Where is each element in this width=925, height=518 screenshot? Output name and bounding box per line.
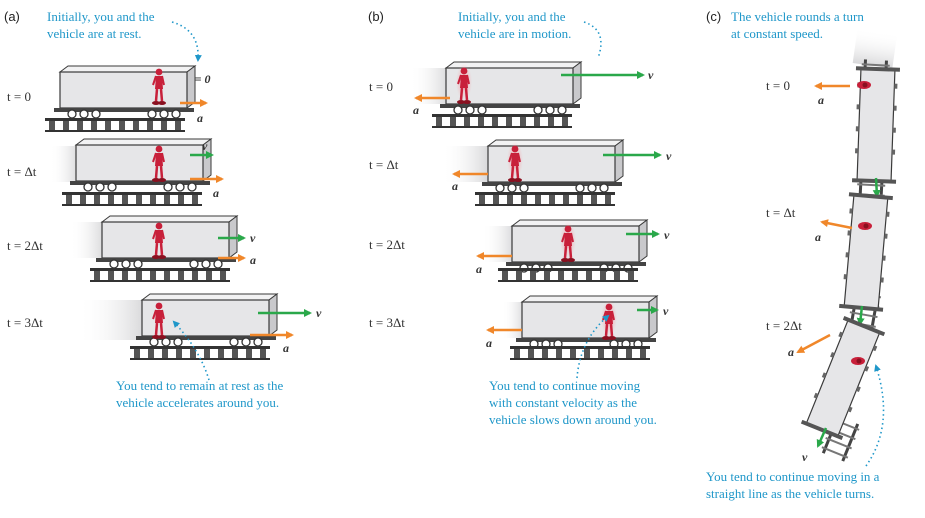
vehicle-top xyxy=(800,315,886,441)
note-line: vehicle are in motion. xyxy=(458,26,571,41)
panel-c-note-top: The vehicle rounds a turn at constant sp… xyxy=(731,9,867,41)
vehicle-top xyxy=(838,191,894,313)
note-line: at constant speed. xyxy=(731,26,823,41)
panel-a-note-bottom: You tend to remain at rest as the vehicl… xyxy=(116,378,287,410)
callout-pointer xyxy=(172,320,210,381)
velocity-arrow xyxy=(872,177,881,198)
motion-blur xyxy=(852,27,898,69)
note-line: vehicle slows down around you. xyxy=(489,412,657,427)
velocity-label: v⃗ xyxy=(250,231,265,245)
time-label: t = 3Δt xyxy=(369,315,405,330)
panel-a-note-top: Initially, you and the vehicle are at re… xyxy=(47,9,158,41)
vehicle-side xyxy=(95,215,238,269)
note-line: The vehicle rounds a turn xyxy=(731,9,864,24)
person-top xyxy=(851,357,865,365)
motion-blur xyxy=(78,300,144,340)
note-line: Initially, you and the xyxy=(458,9,566,24)
velocity-label: v⃗ xyxy=(666,149,681,163)
panel-b: (b) Initially, you and the vehicle are i… xyxy=(368,9,681,427)
time-label: t = 2Δt xyxy=(369,237,405,252)
note-line: with constant velocity as the xyxy=(489,395,637,410)
acceleration-label: a⃗ xyxy=(452,179,467,193)
acceleration-label: a⃗ xyxy=(250,253,265,267)
track xyxy=(475,192,615,206)
track xyxy=(498,268,638,282)
acceleration-label: a⃗ xyxy=(283,341,298,355)
vehicle-side xyxy=(505,219,648,273)
acceleration-arrow xyxy=(796,333,831,354)
acceleration-label: a⃗ xyxy=(476,262,491,276)
time-label: t = 2Δt xyxy=(766,318,802,333)
velocity-label: v⃗ xyxy=(316,306,331,320)
track xyxy=(90,268,230,282)
callout-pointer xyxy=(865,364,885,467)
track xyxy=(432,114,572,128)
callout-pointer xyxy=(583,21,602,59)
panel-a-label: (a) xyxy=(4,9,20,24)
note-line: vehicle accelerates around you. xyxy=(116,395,279,410)
panel-b-note-bottom: You tend to continue moving with constan… xyxy=(489,378,657,427)
time-label: t = Δt xyxy=(369,157,399,172)
acceleration-label: a⃗ xyxy=(818,93,833,107)
panel-c-note-bottom: You tend to continue moving in a straigh… xyxy=(706,469,883,501)
vehicle-side xyxy=(481,139,624,193)
time-label: t = Δt xyxy=(7,164,37,179)
time-label: t = Δt xyxy=(766,205,796,220)
callout-pointer xyxy=(576,314,610,379)
velocity-label: v⃗ xyxy=(802,450,817,464)
time-label: t = 0 xyxy=(7,89,31,104)
note-line: vehicle are at rest. xyxy=(47,26,142,41)
panel-a: (a) Initially, you and the vehicle are a… xyxy=(4,9,331,410)
note-line: You tend to remain at rest as the xyxy=(116,378,284,393)
acceleration-label: a⃗ xyxy=(197,111,212,125)
motion-blur xyxy=(70,222,104,258)
vehicle-side xyxy=(515,295,658,349)
time-label: t = 0 xyxy=(766,78,790,93)
track xyxy=(510,346,650,360)
track xyxy=(45,118,185,132)
velocity-arrow xyxy=(816,427,828,448)
acceleration-arrow xyxy=(820,219,853,230)
note-line: straight line as the vehicle turns. xyxy=(706,486,874,501)
note-line: You tend to continue moving xyxy=(489,378,641,393)
vehicle-side xyxy=(53,65,196,119)
velocity-label: v⃗ xyxy=(202,139,217,153)
acceleration-label: a⃗ xyxy=(486,336,501,350)
motion-blur xyxy=(50,146,78,182)
note-line: You tend to continue moving in a xyxy=(706,469,880,484)
panel-c-label: (c) xyxy=(706,9,721,24)
callout-pointer xyxy=(171,21,202,62)
velocity-label: v⃗ xyxy=(663,304,678,318)
velocity-label: v⃗ xyxy=(664,228,679,242)
velocity-label: v⃗ xyxy=(648,68,663,82)
acceleration-label: a⃗ xyxy=(413,103,428,117)
person-top xyxy=(858,222,872,230)
track xyxy=(62,192,202,206)
vehicle-side xyxy=(69,138,212,192)
person-top xyxy=(857,81,871,89)
panel-b-label: (b) xyxy=(368,9,384,24)
panel-c: (c) The vehicle rounds a turn at constan… xyxy=(706,9,901,501)
note-line: Initially, you and the xyxy=(47,9,155,24)
acceleration-label: a⃗ xyxy=(788,345,803,359)
acceleration-label: a⃗ xyxy=(815,230,830,244)
acceleration-label: a⃗ xyxy=(213,186,228,200)
velocity-arrow xyxy=(856,305,865,326)
time-label: t = 3Δt xyxy=(7,315,43,330)
motion-blur xyxy=(502,302,524,338)
motion-blur xyxy=(442,146,488,182)
panel-b-note-top: Initially, you and the vehicle are in mo… xyxy=(458,9,571,41)
time-label: t = 2Δt xyxy=(7,238,43,253)
time-label: t = 0 xyxy=(369,79,393,94)
